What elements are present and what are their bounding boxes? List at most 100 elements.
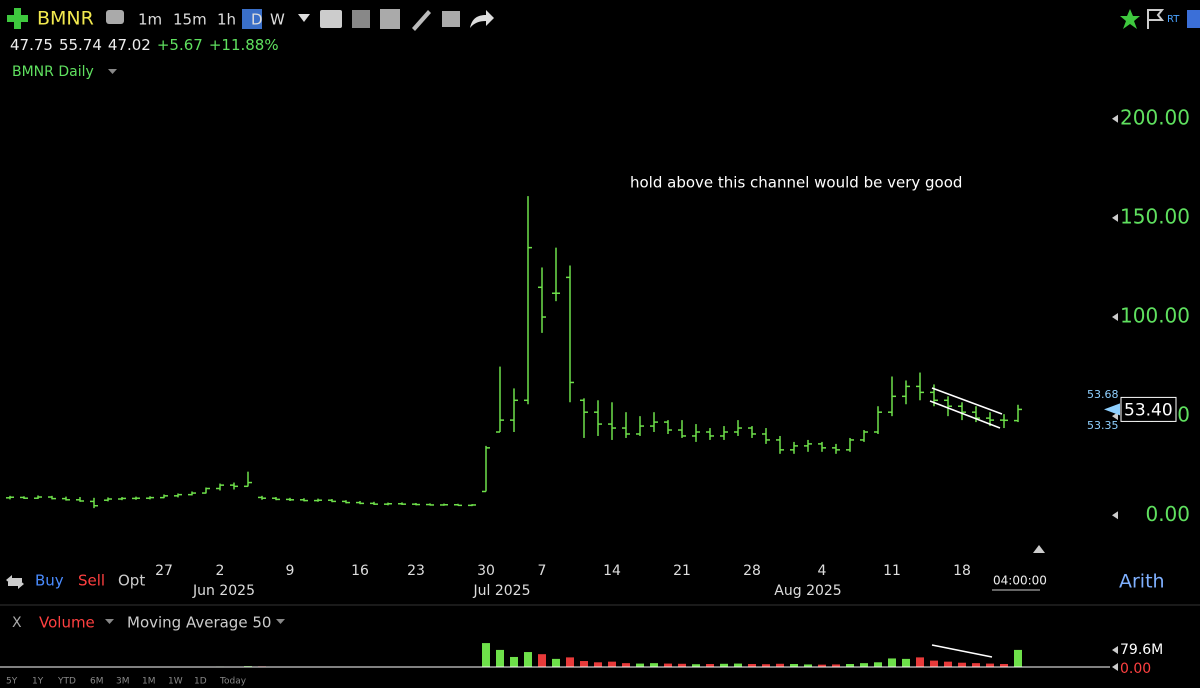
x-tick-label: 14: [603, 563, 621, 579]
range-button[interactable]: YTD: [57, 677, 76, 687]
close-study[interactable]: X: [12, 615, 22, 631]
volume-bar: [944, 661, 952, 667]
volume-bar: [790, 664, 798, 667]
x-tick-label: 28: [743, 563, 761, 579]
rt-label: RT: [1167, 14, 1180, 25]
overlay-menu[interactable]: [276, 619, 285, 624]
grid-icon[interactable]: [380, 9, 400, 29]
volume-bar: [762, 664, 770, 667]
volume-tick-mark: [1112, 646, 1118, 654]
draw-icon[interactable]: [412, 10, 431, 31]
add-icon[interactable]: [7, 8, 28, 29]
volume-tick-mark: [1112, 663, 1118, 671]
symbol[interactable]: BMNR: [37, 8, 94, 30]
trade-icon[interactable]: [6, 575, 24, 589]
chart-menu[interactable]: [108, 69, 117, 74]
volume-bar: [594, 662, 602, 667]
scale-mode[interactable]: Arith: [1119, 571, 1165, 593]
y-tick-mark: [1112, 313, 1118, 322]
lower-marker: 53.35: [1087, 419, 1119, 432]
x-tick-label: 30: [477, 563, 495, 579]
range-button[interactable]: 3M: [116, 677, 130, 687]
timeframe-menu[interactable]: [298, 14, 310, 22]
volume-bar: [776, 663, 784, 667]
timeframe[interactable]: W: [270, 11, 285, 29]
y-tick-label: 200.00: [1120, 105, 1190, 129]
x-tick-label: 7: [538, 563, 547, 579]
time-label: 04:00:00: [993, 574, 1047, 588]
range-button[interactable]: Today: [219, 677, 247, 687]
timeframe[interactable]: 1h: [217, 11, 236, 29]
volume-bar: [986, 663, 994, 667]
percent: +11.88%: [209, 36, 279, 54]
range-button[interactable]: 1D: [194, 677, 207, 687]
timeframe[interactable]: 15m: [173, 11, 207, 29]
overlay-name[interactable]: Moving Average 50: [127, 614, 271, 632]
timeframe-active: [242, 9, 262, 29]
range-button[interactable]: 5Y: [6, 677, 18, 687]
volume-bar: [636, 663, 644, 667]
star-icon[interactable]: [1120, 9, 1140, 29]
share-icon[interactable]: [470, 10, 494, 28]
last-arrow: [1104, 403, 1120, 416]
flag-icon[interactable]: [1147, 9, 1165, 29]
timeframe[interactable]: D: [251, 11, 263, 29]
range-button[interactable]: 1W: [168, 677, 183, 687]
volume-bar: [650, 663, 658, 667]
x-tick-label: 21: [673, 563, 691, 579]
range-button[interactable]: 1Y: [32, 677, 44, 687]
volume-bar: [1014, 649, 1022, 667]
x-tick-label: 11: [883, 563, 901, 579]
range-button[interactable]: 6M: [90, 677, 104, 687]
volume-trendline[interactable]: [931, 644, 993, 658]
x-tick-label: 27: [155, 563, 173, 579]
volume-bar: [846, 664, 854, 667]
y-tick-label: 150.00: [1120, 204, 1190, 228]
study-menu[interactable]: [105, 619, 114, 624]
scroll-marker[interactable]: [1033, 545, 1045, 553]
volume-bar: [748, 664, 756, 667]
volume-bar: [552, 658, 560, 667]
studies-icon[interactable]: [352, 10, 370, 28]
channel-line[interactable]: [929, 400, 1001, 429]
volume-tick-label: 79.6M: [1120, 642, 1163, 658]
volume-bar: [482, 643, 490, 667]
volume-bar: [874, 662, 882, 667]
volume-bar: [706, 664, 714, 667]
range-button[interactable]: 1M: [142, 677, 156, 687]
volume-bar: [1000, 664, 1008, 667]
link-icon[interactable]: [106, 10, 124, 24]
timeframe[interactable]: 1m: [138, 11, 162, 29]
y-tick-mark: [1112, 412, 1118, 421]
volume-tick-label: 0.00: [1120, 661, 1151, 677]
style-icon[interactable]: [320, 10, 342, 28]
x-tick-label: 2: [216, 563, 225, 579]
volume-bar: [804, 664, 812, 667]
last-price-box: [1120, 396, 1177, 422]
x-tick-label: 18: [953, 563, 971, 579]
volume-bar: [972, 663, 980, 667]
month-label: Jul 2025: [473, 583, 531, 599]
y-tick-mark: [1112, 213, 1118, 222]
volume-bar: [958, 662, 966, 667]
upper-marker: 53.68: [1087, 388, 1119, 401]
account-icon[interactable]: [1187, 10, 1200, 28]
template-icon[interactable]: [442, 11, 460, 27]
x-tick-label: 16: [351, 563, 369, 579]
opt-button[interactable]: Opt: [118, 572, 145, 590]
volume-bar: [496, 649, 504, 667]
buy-button[interactable]: Buy: [35, 572, 64, 590]
study-name[interactable]: Volume: [39, 614, 95, 632]
volume-bar: [622, 663, 630, 667]
annotation: hold above this channel would be very go…: [630, 174, 962, 192]
sell-button[interactable]: Sell: [78, 572, 105, 590]
month-label: Jun 2025: [192, 583, 255, 599]
volume-bar: [888, 658, 896, 667]
volume-bar: [608, 661, 616, 667]
channel-line[interactable]: [931, 387, 1003, 415]
volume-bar: [510, 656, 518, 667]
chart-label[interactable]: BMNR Daily: [12, 64, 94, 80]
volume-bar: [818, 664, 826, 667]
volume-bar: [902, 658, 910, 667]
